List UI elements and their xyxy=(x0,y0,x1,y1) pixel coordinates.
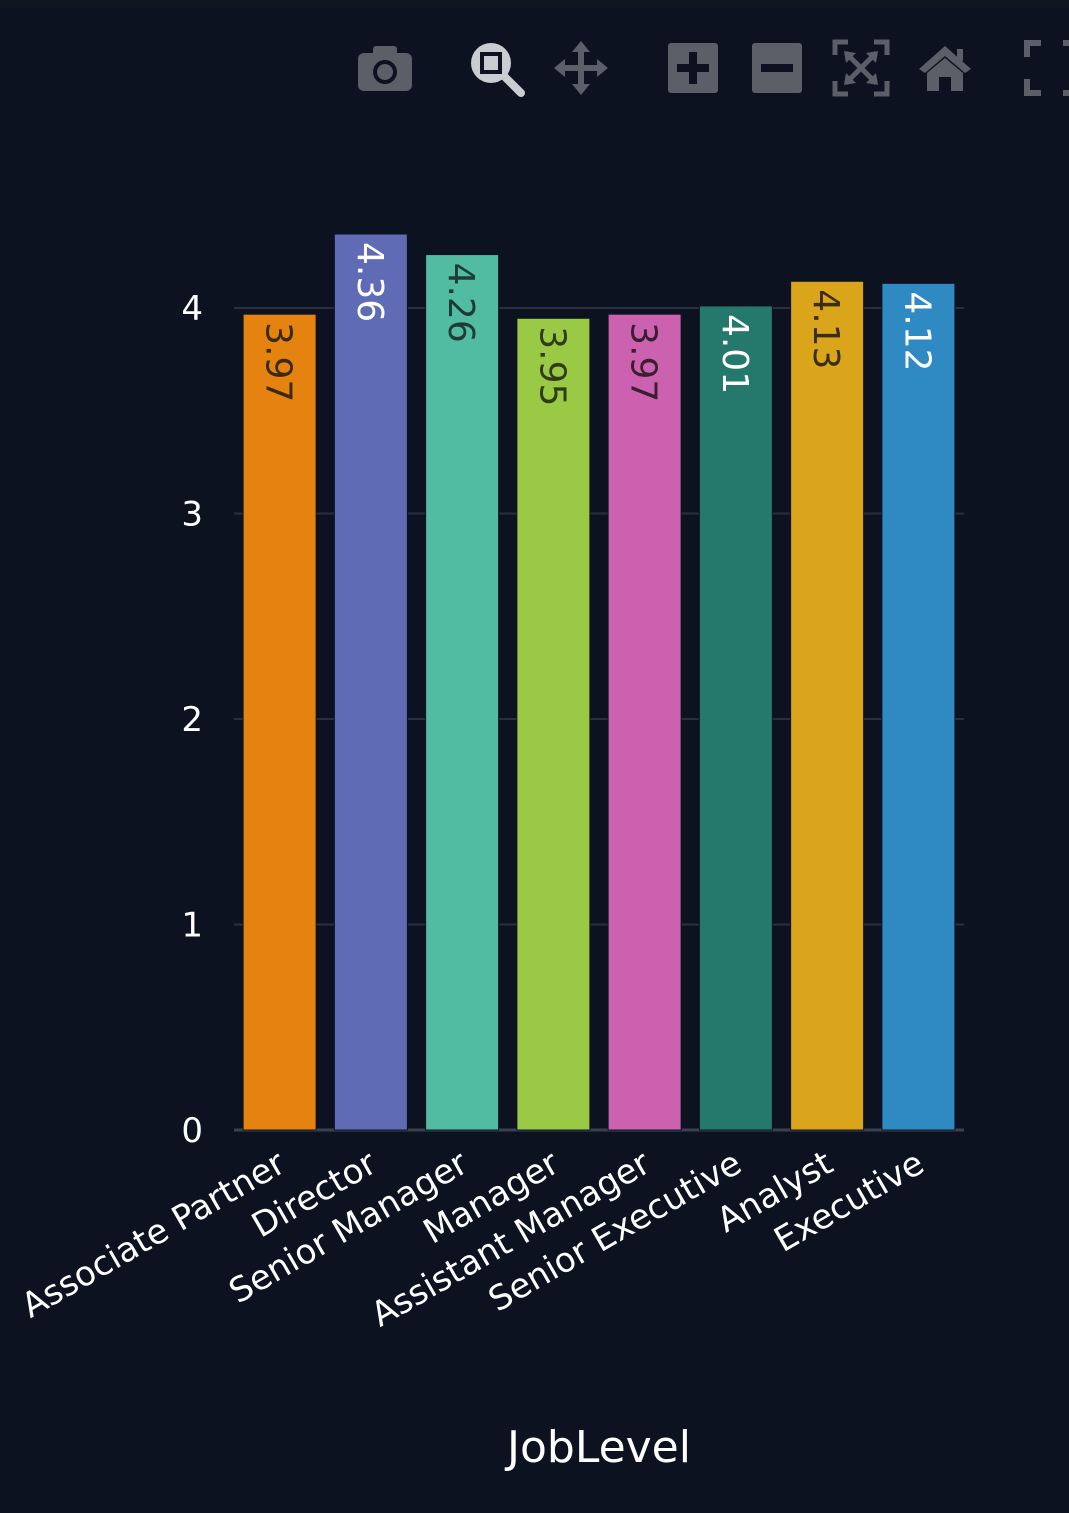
bars: 3.97 4.36 4.26 3.95 3.97 4.01 4.13 4.12 xyxy=(242,233,956,1131)
pan-button[interactable] xyxy=(546,30,616,105)
bar[interactable] xyxy=(607,313,682,1131)
y-tick-label: 0 xyxy=(181,1111,203,1151)
zoom-icon xyxy=(467,39,525,97)
bar-value-label: 3.97 xyxy=(623,322,664,402)
y-tick-label: 2 xyxy=(181,700,203,740)
fullscreen-icon xyxy=(1023,39,1069,97)
bar[interactable] xyxy=(790,280,865,1131)
bar-value-label: 4.26 xyxy=(440,263,481,343)
bar-value-label: 4.01 xyxy=(714,314,755,394)
download-plot-button[interactable] xyxy=(350,30,420,105)
bar[interactable] xyxy=(516,317,591,1131)
autoscale-icon xyxy=(832,39,890,97)
chart-modebar xyxy=(0,30,1069,105)
bar[interactable] xyxy=(698,305,773,1131)
bar[interactable] xyxy=(333,233,408,1131)
bar[interactable] xyxy=(242,313,317,1131)
zoom-in-button[interactable] xyxy=(658,30,728,105)
zoom-in-icon xyxy=(667,42,719,94)
bar-value-label: 4.36 xyxy=(349,242,390,322)
camera-icon xyxy=(356,43,414,93)
y-tick-label: 3 xyxy=(181,495,203,535)
zoom-out-icon xyxy=(751,42,803,94)
bar-value-label: 3.97 xyxy=(258,322,299,402)
reset-axes-button[interactable] xyxy=(910,30,980,105)
fullscreen-button[interactable] xyxy=(1017,30,1069,105)
bar-value-label: 4.12 xyxy=(896,291,937,371)
top-edge xyxy=(0,0,1069,8)
home-icon xyxy=(917,43,973,93)
bar-value-label: 3.95 xyxy=(531,326,572,406)
zoom-out-button[interactable] xyxy=(742,30,812,105)
bar[interactable] xyxy=(425,254,500,1131)
pan-icon xyxy=(552,39,610,97)
y-axis-ticks: 0 1 2 3 4 xyxy=(181,289,203,1151)
y-tick-label: 4 xyxy=(181,289,203,329)
x-axis-title: JobLevel xyxy=(504,1422,691,1473)
zoom-button[interactable] xyxy=(461,30,531,105)
y-tick-label: 1 xyxy=(181,906,203,946)
autoscale-button[interactable] xyxy=(826,30,896,105)
bar-value-label: 4.13 xyxy=(805,289,846,369)
bar[interactable] xyxy=(881,282,956,1131)
